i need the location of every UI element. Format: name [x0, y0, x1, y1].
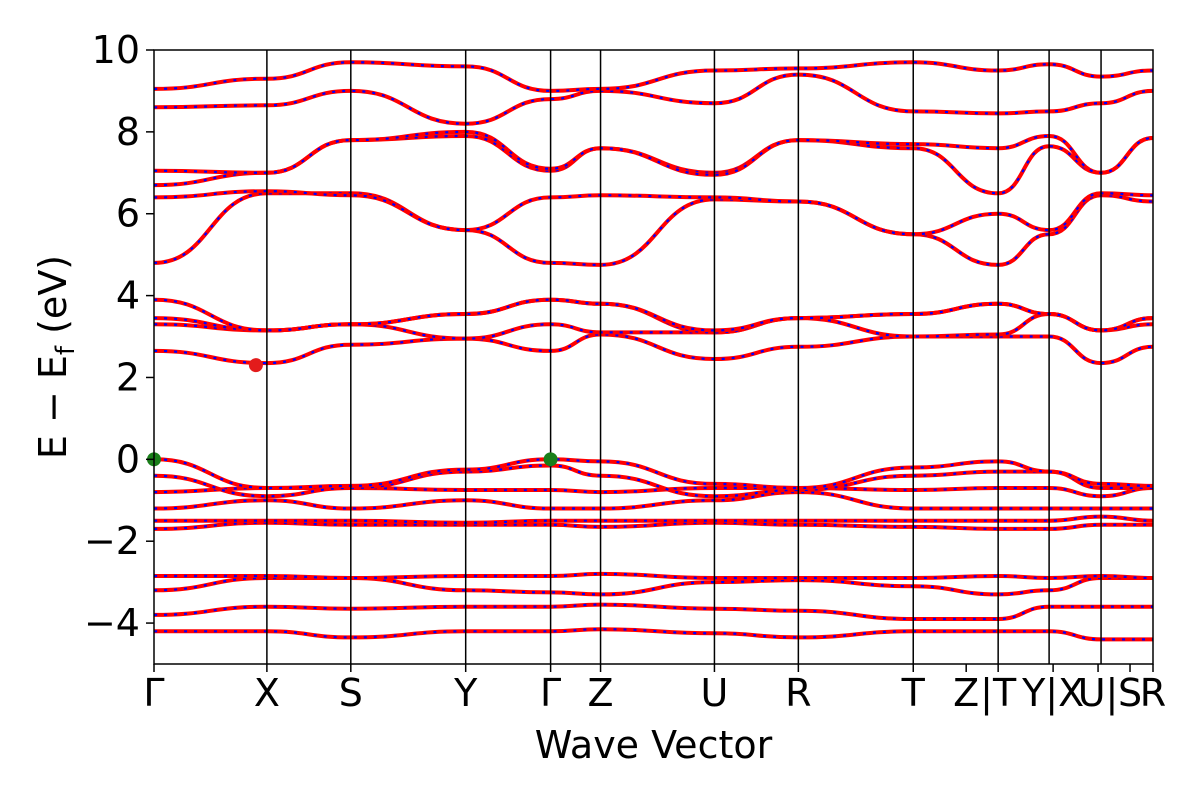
- x-tick-label: Z: [588, 671, 614, 715]
- band-line-up: [154, 297, 1153, 333]
- y-tick-label: 10: [92, 28, 140, 72]
- y-tick-label: 0: [116, 437, 140, 481]
- band-line-up: [154, 520, 1153, 531]
- band-line-up: [154, 490, 1153, 511]
- x-tick-label: S: [1118, 671, 1142, 715]
- band-line-down: [154, 603, 1153, 621]
- y-axis-label-main: E − E: [31, 355, 75, 459]
- y-tick-label: −4: [84, 601, 140, 645]
- y-axis-label-unit: (eV): [31, 255, 75, 346]
- band-line-down: [154, 130, 1153, 176]
- y-axis-ticks: −4 −2 0 2 4 6 8 10: [84, 28, 154, 645]
- x-tick-label: Γ: [143, 671, 164, 715]
- x-tick-label: S: [339, 671, 363, 715]
- band-line-up: [154, 571, 1153, 581]
- x-tick-label: Y: [453, 671, 478, 715]
- band-line-down: [154, 192, 1153, 267]
- band-line-up: [154, 627, 1153, 642]
- x-tick-label: |T: [980, 671, 1017, 716]
- x-tick-label: X: [254, 671, 280, 715]
- band-line-down: [154, 134, 1153, 195]
- y-tick-label: 4: [116, 274, 140, 318]
- band-line-up: [154, 60, 1153, 93]
- band-line-up: [154, 189, 1153, 237]
- y-tick-label: 8: [116, 110, 140, 154]
- x-axis-label: Wave Vector: [535, 723, 773, 767]
- y-axis-label-subscript: f: [51, 345, 81, 355]
- x-tick-label: Y|X: [1021, 671, 1084, 716]
- kpoint-vertical-lines: [266, 50, 1102, 664]
- x-tick-label: T: [901, 671, 926, 715]
- band-line-down: [154, 298, 1153, 332]
- band-line-up: [154, 129, 1153, 177]
- x-tick-label: U: [701, 671, 729, 715]
- band-line-down: [154, 464, 1153, 498]
- band-line-up: [154, 514, 1153, 525]
- band-line-down: [154, 458, 1153, 490]
- x-tick-label: R: [1140, 671, 1166, 715]
- y-tick-label: 6: [116, 192, 140, 236]
- x-tick-label: U|: [1078, 671, 1119, 716]
- x-tick-label: Z: [953, 671, 979, 715]
- y-tick-label: −2: [84, 519, 140, 563]
- plot-frame: [153, 49, 1154, 665]
- band-line-down: [154, 333, 1153, 365]
- band-line-up: [154, 191, 1153, 267]
- x-axis-ticks: Γ X S Y Γ Z U R T Z |T Y|XU| SR: [143, 664, 1166, 716]
- y-tick-label: 2: [116, 355, 140, 399]
- band-line-down: [154, 73, 1153, 125]
- band-line-down: [154, 190, 1153, 236]
- y-axis-label: E − Ef (eV): [31, 255, 81, 459]
- band-line-up: [154, 134, 1153, 196]
- band-line-up: [154, 332, 1153, 366]
- band-line-up: [154, 575, 1153, 597]
- band-edge-marker: [543, 452, 558, 467]
- band-line-down: [154, 576, 1153, 596]
- x-tick-label: R: [785, 671, 811, 715]
- x-tick-label: Γ: [540, 671, 561, 715]
- band-edge-markers: [147, 358, 558, 467]
- band-line-down: [154, 61, 1153, 93]
- bands-layer: [154, 60, 1153, 642]
- band-edge-marker: [248, 358, 263, 373]
